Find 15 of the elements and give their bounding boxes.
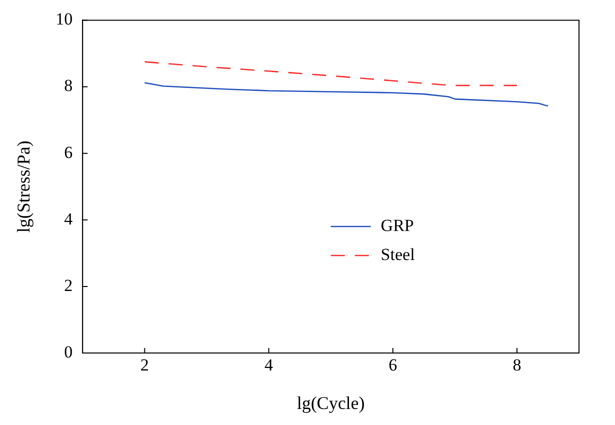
y-tick-label: 10 [56,10,73,29]
legend-label: GRP [380,216,414,236]
y-tick-label: 4 [64,209,74,228]
legend-label: Steel [380,245,416,264]
y-tick-label: 0 [64,342,73,362]
y-tick-label: 8 [64,76,73,96]
x-tick-label: 6 [388,356,398,375]
x-tick-label: 2 [140,356,149,375]
y-tick-label: 6 [64,142,73,162]
x-tick-label: 8 [512,356,522,375]
line-series [144,61,518,86]
y-tick-label: 2 [64,276,73,295]
y-axis-title: lg(Stress/Pa) [14,140,34,233]
x-tick-label: 4 [264,356,274,375]
x-axis-title: lg(Cycle) [296,392,365,413]
